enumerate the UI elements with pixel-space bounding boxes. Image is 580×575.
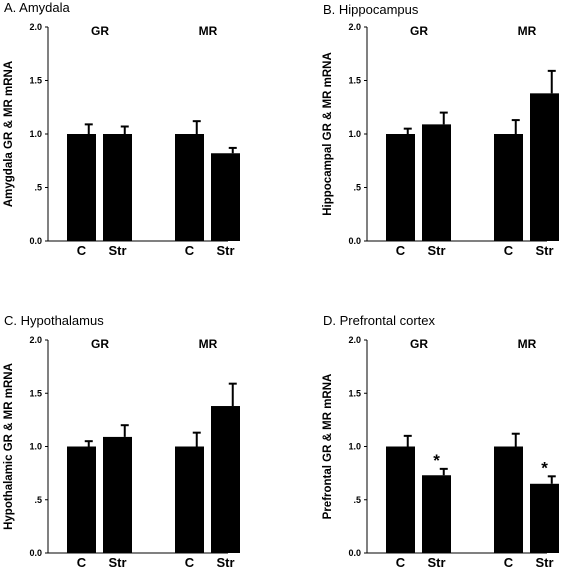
bar xyxy=(530,483,559,553)
y-tick-label: 0.0 xyxy=(348,548,361,558)
x-tick-label: Str xyxy=(535,555,553,570)
x-tick-label: C xyxy=(504,243,514,258)
x-tick-label: C xyxy=(504,555,514,570)
bar xyxy=(175,446,204,553)
y-axis-label: Hippocampal GR & MR mRNA xyxy=(322,52,334,216)
group-label: GR xyxy=(410,337,428,351)
x-tick-label: Str xyxy=(108,555,126,570)
bar xyxy=(494,134,523,241)
x-tick-label: Str xyxy=(108,243,126,258)
y-tick-label: 1.5 xyxy=(29,388,42,398)
x-tick-label: C xyxy=(396,243,406,258)
y-tick-label: 1.5 xyxy=(29,76,42,86)
bar xyxy=(211,153,240,241)
chart-panel-3: C. Hypothalamus Hypothalamic GR & MR mRNA… xyxy=(3,313,240,570)
group-label: GR xyxy=(410,24,428,38)
y-tick-label: .5 xyxy=(34,495,42,505)
bar xyxy=(386,446,415,553)
x-tick-label: Str xyxy=(427,555,445,570)
y-tick-label: 1.5 xyxy=(348,76,361,86)
y-tick-label: 1.0 xyxy=(29,442,42,452)
x-tick-label: C xyxy=(77,555,87,570)
bar xyxy=(530,93,559,241)
x-tick-label: Str xyxy=(216,555,234,570)
y-tick-label: 1.0 xyxy=(29,129,42,139)
y-axis-label: Amygdala GR & MR mRNA xyxy=(3,61,15,207)
bar xyxy=(422,124,451,241)
significance-marker: * xyxy=(433,451,440,470)
x-tick-label: Str xyxy=(216,243,234,258)
bar xyxy=(103,134,132,241)
y-tick-label: 2.0 xyxy=(29,22,42,32)
y-tick-label: .5 xyxy=(353,495,361,505)
y-tick-label: 1.0 xyxy=(348,129,361,139)
x-tick-label: Str xyxy=(535,243,553,258)
significance-marker: * xyxy=(541,458,548,477)
bar xyxy=(175,134,204,241)
bar xyxy=(103,436,132,553)
y-axis-label: Hypothalamic GR & MR mRNA xyxy=(3,363,15,530)
x-tick-label: Str xyxy=(427,243,445,258)
group-label: MR xyxy=(199,24,218,38)
chart-panel-2: B. Hippocampus Hippocampal GR & MR mRNA 0.… xyxy=(322,2,559,258)
y-tick-label: 0.0 xyxy=(29,548,42,558)
x-tick-label: C xyxy=(396,555,406,570)
panel-title: D. Prefrontal cortex xyxy=(323,313,435,328)
bar xyxy=(422,475,451,553)
x-tick-label: C xyxy=(185,555,195,570)
y-tick-label: 2.0 xyxy=(348,335,361,345)
y-tick-label: 0.0 xyxy=(348,236,361,246)
group-label: GR xyxy=(91,24,109,38)
chart-panel-4: D. Prefrontal cortex Prefrontal GR & MR m… xyxy=(322,313,559,570)
y-tick-label: 0.0 xyxy=(29,236,42,246)
panel-title: A. Amydala xyxy=(4,0,71,15)
bar xyxy=(67,134,96,241)
bar xyxy=(386,134,415,241)
y-axis-label: Prefrontal GR & MR mRNA xyxy=(322,374,334,520)
bar xyxy=(67,446,96,553)
y-tick-label: .5 xyxy=(34,183,42,193)
y-tick-label: 1.0 xyxy=(348,442,361,452)
group-label: MR xyxy=(199,337,218,351)
x-tick-label: C xyxy=(77,243,87,258)
y-tick-label: 1.5 xyxy=(348,388,361,398)
group-label: GR xyxy=(91,337,109,351)
y-tick-label: 2.0 xyxy=(29,335,42,345)
x-tick-label: C xyxy=(185,243,195,258)
y-tick-label: .5 xyxy=(353,183,361,193)
group-label: MR xyxy=(518,24,537,38)
bar xyxy=(494,446,523,553)
y-tick-label: 2.0 xyxy=(348,22,361,32)
bar xyxy=(211,406,240,553)
chart-panel-1: A. Amydala Amygdala GR & MR mRNA 0.0 .5 1.0 1… xyxy=(3,0,240,258)
panel-title: B. Hippocampus xyxy=(323,2,419,17)
panel-title: C. Hypothalamus xyxy=(4,313,104,328)
group-label: MR xyxy=(518,337,537,351)
